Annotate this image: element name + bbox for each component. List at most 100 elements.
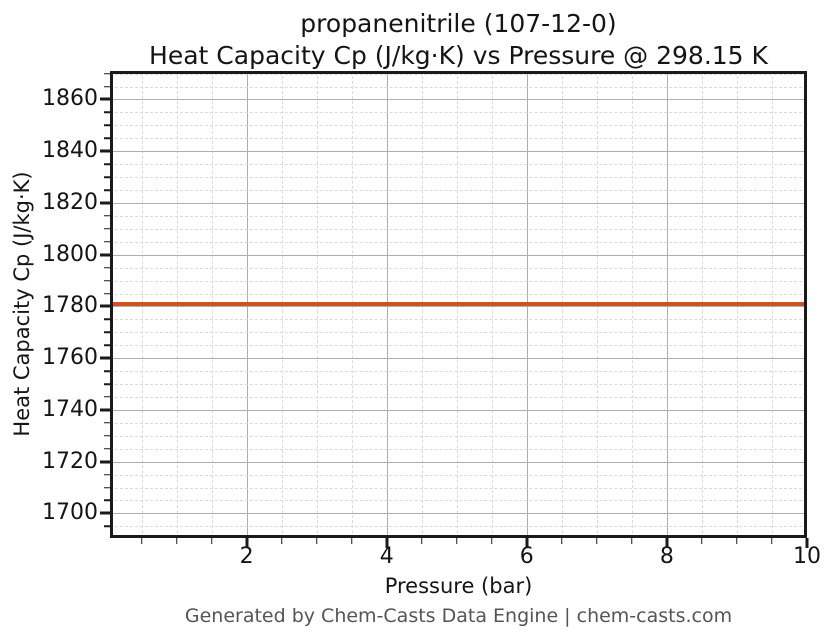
y-tick-label: 1780 — [42, 293, 98, 319]
y-minor-gridline — [110, 177, 807, 179]
y-minor-gridline — [110, 371, 807, 373]
y-minor-tick — [104, 292, 110, 295]
y-major-gridline — [110, 254, 807, 256]
x-minor-tick — [350, 538, 353, 544]
x-major-tick — [245, 538, 249, 548]
y-minor-gridline — [110, 500, 807, 502]
x-minor-tick — [420, 538, 423, 544]
y-major-gridline — [110, 513, 807, 515]
y-major-tick — [100, 408, 110, 412]
x-tick-label: 10 — [793, 544, 821, 569]
y-minor-gridline — [110, 280, 807, 282]
y-minor-tick — [104, 486, 110, 489]
y-major-gridline — [110, 358, 807, 360]
x-minor-tick — [596, 538, 598, 544]
x-minor-tick — [736, 538, 738, 544]
y-axis-label: Heat Capacity Cp (J/kg·K) — [10, 171, 34, 437]
y-minor-tick — [104, 124, 110, 127]
y-major-tick — [100, 304, 110, 308]
y-minor-gridline — [110, 384, 807, 386]
y-major-tick — [100, 201, 110, 205]
y-minor-tick — [104, 228, 110, 230]
x-tick-label: 4 — [379, 544, 394, 569]
y-minor-tick — [104, 473, 110, 476]
y-minor-tick — [104, 163, 110, 165]
y-minor-gridline — [110, 293, 807, 295]
y-tick-label: 1860 — [42, 86, 98, 112]
y-major-tick — [100, 356, 110, 360]
y-minor-tick — [104, 266, 110, 269]
y-minor-gridline — [110, 164, 807, 166]
y-minor-gridline — [110, 422, 807, 424]
x-major-tick — [525, 538, 529, 548]
y-major-gridline — [110, 306, 807, 308]
x-minor-tick — [175, 538, 178, 544]
y-minor-tick — [104, 344, 110, 346]
y-minor-tick — [104, 318, 110, 321]
y-minor-gridline — [110, 73, 807, 75]
x-minor-tick — [210, 538, 213, 544]
cp-series-line — [110, 301, 807, 306]
y-minor-gridline — [110, 267, 807, 269]
chart-title-line1: propanenitrile (107-12-0) — [300, 9, 617, 38]
y-major-tick — [100, 149, 110, 153]
y-tick-label: 1800 — [42, 241, 98, 267]
x-tick-label: 8 — [659, 544, 674, 569]
y-minor-tick — [104, 176, 110, 178]
y-minor-gridline — [110, 526, 807, 528]
plot-area — [110, 71, 807, 538]
x-tick-label: 2 — [239, 544, 254, 569]
y-major-gridline — [110, 151, 807, 153]
x-minor-tick — [455, 538, 458, 544]
chart-title-line2: Heat Capacity Cp (J/kg·K) vs Pressure @ … — [149, 41, 768, 70]
y-minor-tick — [104, 85, 110, 88]
y-minor-gridline — [110, 332, 807, 334]
x-minor-tick — [140, 538, 143, 544]
y-minor-gridline — [110, 448, 807, 450]
y-minor-gridline — [110, 241, 807, 243]
y-major-gridline — [110, 461, 807, 463]
x-minor-tick — [561, 538, 563, 544]
y-minor-tick — [104, 447, 110, 450]
y-tick-label: 1760 — [42, 345, 98, 371]
footer-credit: Generated by Chem-Casts Data Engine | ch… — [184, 605, 733, 627]
y-major-gridline — [110, 409, 807, 411]
x-minor-tick — [491, 538, 493, 544]
y-tick-label: 1740 — [42, 396, 98, 422]
y-minor-tick — [104, 435, 110, 437]
y-minor-tick — [104, 215, 110, 217]
y-minor-tick — [104, 111, 110, 114]
y-major-tick — [100, 460, 110, 464]
y-minor-gridline — [110, 319, 807, 321]
y-minor-gridline — [110, 396, 807, 398]
x-minor-tick — [771, 538, 773, 544]
y-minor-gridline — [110, 487, 807, 489]
y-minor-gridline — [110, 345, 807, 347]
x-tick-label: 6 — [519, 544, 534, 569]
y-minor-tick — [104, 396, 110, 398]
y-minor-gridline — [110, 474, 807, 476]
y-minor-tick — [104, 525, 110, 528]
x-minor-tick — [701, 538, 703, 544]
y-tick-label: 1720 — [42, 448, 98, 474]
y-major-gridline — [110, 202, 807, 204]
x-major-tick — [805, 538, 809, 548]
y-major-tick — [100, 253, 110, 257]
y-minor-tick — [104, 241, 110, 243]
chart-title-block: propanenitrile (107-12-0) Heat Capacity … — [110, 8, 807, 72]
y-minor-gridline — [110, 112, 807, 114]
y-major-gridline — [110, 99, 807, 101]
y-tick-label: 1700 — [42, 500, 98, 526]
y-minor-tick — [104, 331, 110, 334]
y-minor-tick — [104, 422, 110, 424]
x-major-tick — [385, 538, 389, 548]
x-major-tick — [665, 538, 669, 548]
y-major-tick — [100, 511, 110, 515]
y-minor-tick — [104, 189, 110, 191]
y-minor-gridline — [110, 86, 807, 88]
y-minor-gridline — [110, 190, 807, 191]
y-minor-tick — [104, 383, 110, 385]
y-minor-gridline — [110, 228, 807, 230]
y-minor-tick — [104, 137, 110, 140]
